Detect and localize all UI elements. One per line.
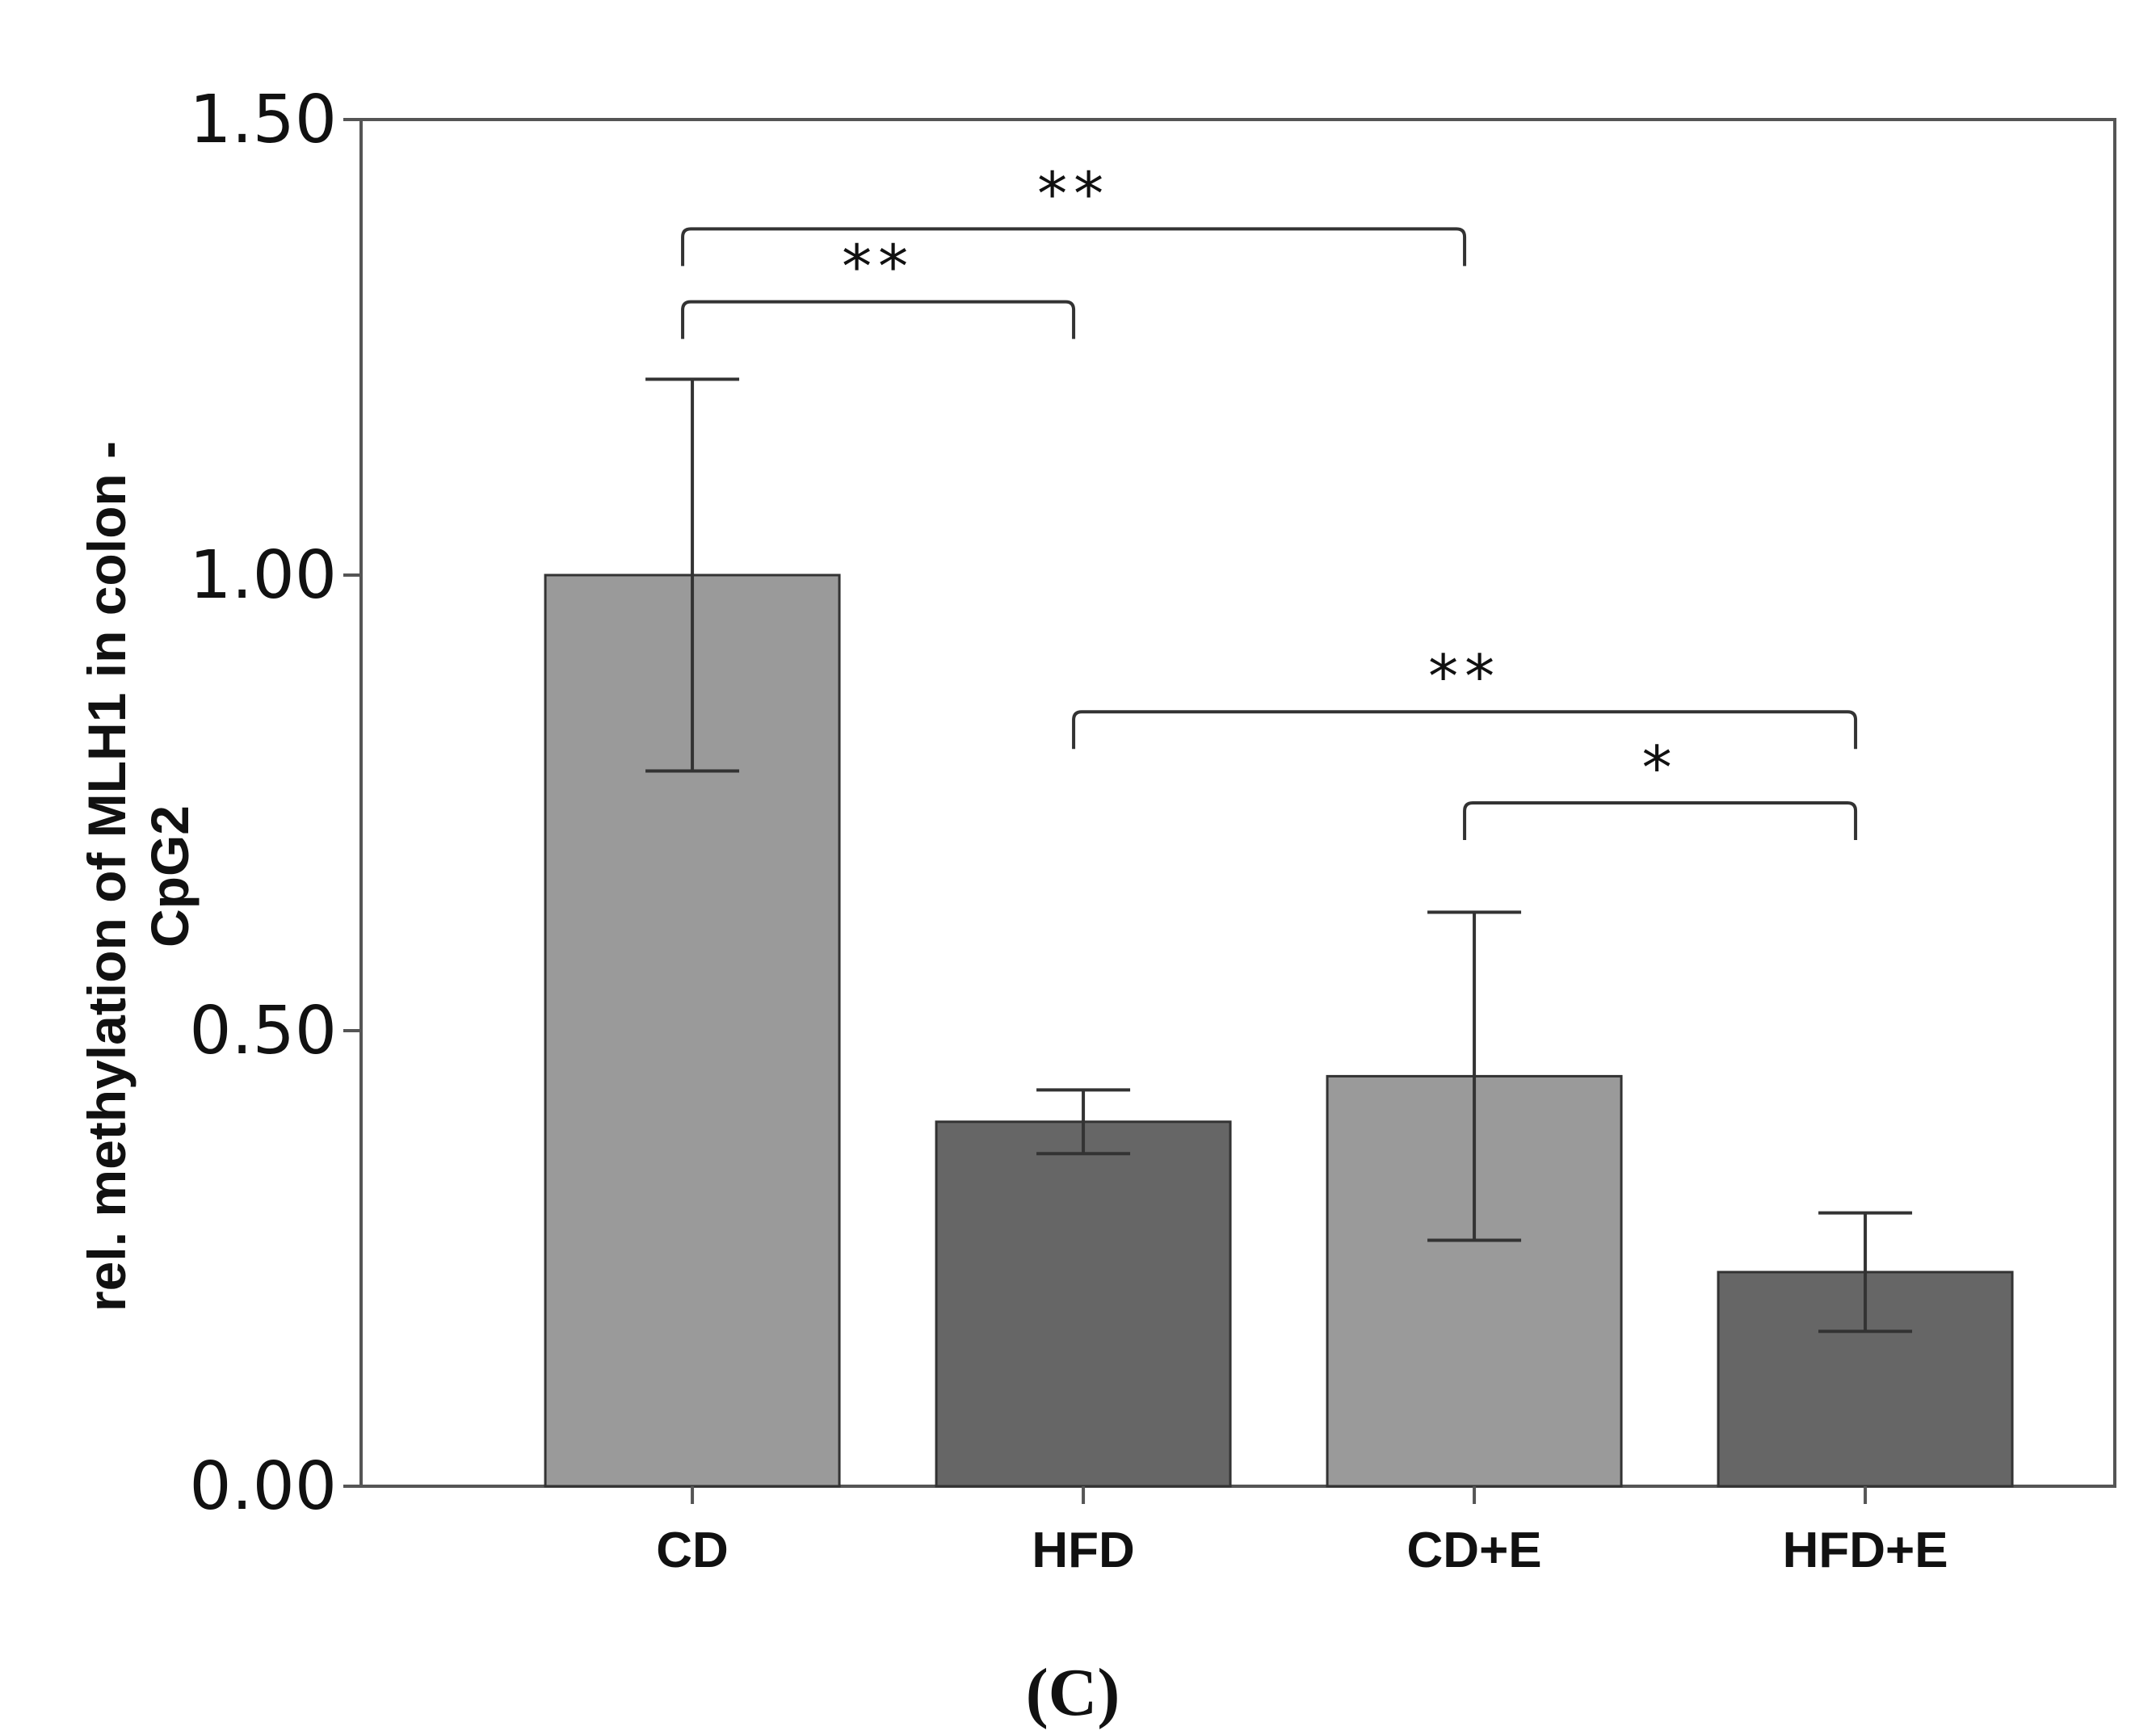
significance-bracket <box>1072 710 1858 750</box>
x-tick-label: HFD+E <box>1783 1523 1948 1578</box>
plot-frame <box>359 118 2116 1488</box>
y-tick-label: 0.00 <box>189 1448 337 1525</box>
y-tick-label: 1.50 <box>189 82 337 158</box>
significance-label: ** <box>1428 642 1501 712</box>
significance-label: ** <box>1037 159 1110 229</box>
y-axis-title-line2: CpG2 <box>140 805 200 947</box>
significance-label: ** <box>842 233 914 302</box>
y-tick-label: 1.00 <box>189 537 337 614</box>
y-axis-title: rel. methylation of MLH1 in colon - <box>77 441 137 1312</box>
significance-bracket <box>1463 801 1858 840</box>
x-tick-label: HFD <box>1032 1523 1134 1578</box>
panel-label: (C) <box>1026 1655 1120 1730</box>
significance-label: * <box>1642 733 1679 803</box>
significance-bracket <box>681 300 1076 339</box>
y-tick-label: 0.50 <box>189 993 337 1069</box>
x-tick-label: CD+E <box>1407 1523 1542 1578</box>
significance-bracket <box>681 227 1467 267</box>
x-tick-label: CD <box>656 1523 729 1578</box>
bar-hfd <box>935 1120 1232 1488</box>
